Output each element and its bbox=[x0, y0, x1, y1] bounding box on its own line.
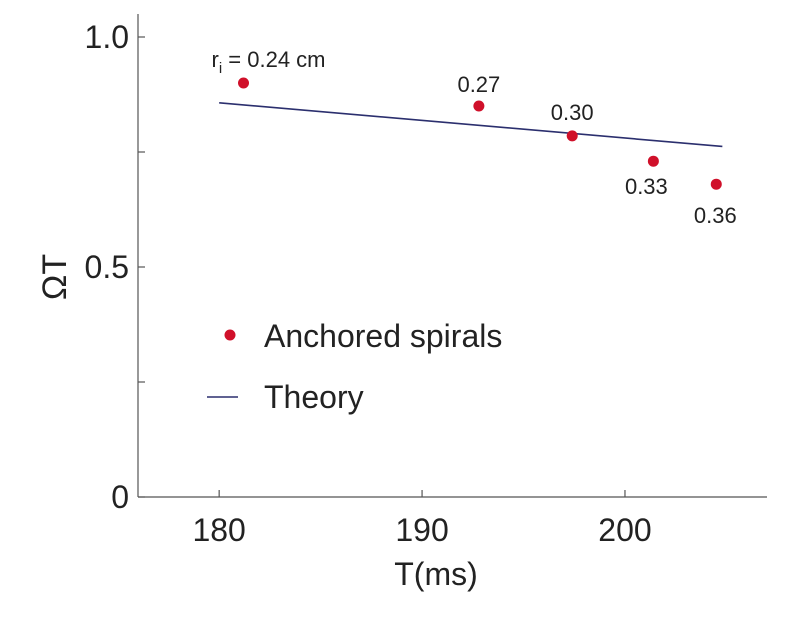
x-axis-label: T(ms) bbox=[394, 556, 478, 592]
point-label: ri = 0.24 cm bbox=[212, 47, 326, 77]
legend-label-theory: Theory bbox=[264, 379, 364, 415]
anchored-spirals-series bbox=[238, 77, 722, 190]
legend-label-anchored-spirals: Anchored spirals bbox=[264, 318, 502, 354]
point-label: 0.27 bbox=[457, 72, 500, 97]
point-label: 0.30 bbox=[551, 100, 594, 125]
scatter-point bbox=[710, 178, 722, 190]
legend-marker-anchored-spirals bbox=[224, 329, 236, 341]
y-axis-label: ΩT bbox=[36, 254, 74, 300]
y-tick-label: 0.5 bbox=[85, 249, 129, 285]
theory-line bbox=[219, 101, 723, 148]
axes: 180 190 200 0 0.5 1.0 bbox=[85, 14, 767, 548]
point-label: 0.36 bbox=[694, 203, 737, 228]
x-tick-label: 190 bbox=[395, 512, 448, 548]
y-tick-label: 0 bbox=[111, 479, 129, 515]
scatter-point bbox=[238, 77, 250, 89]
scatter-point bbox=[566, 130, 578, 142]
y-tick-label: 1.0 bbox=[85, 19, 129, 55]
x-tick-label: 180 bbox=[192, 512, 245, 548]
scatter-point bbox=[473, 100, 485, 112]
scatter-point bbox=[647, 155, 659, 167]
legend: Anchored spirals Theory bbox=[207, 318, 502, 415]
point-labels: ri = 0.24 cm 0.27 0.30 0.33 0.36 bbox=[212, 47, 737, 228]
point-label: 0.33 bbox=[625, 174, 668, 199]
theory-series bbox=[219, 101, 723, 148]
x-tick-label: 200 bbox=[598, 512, 651, 548]
